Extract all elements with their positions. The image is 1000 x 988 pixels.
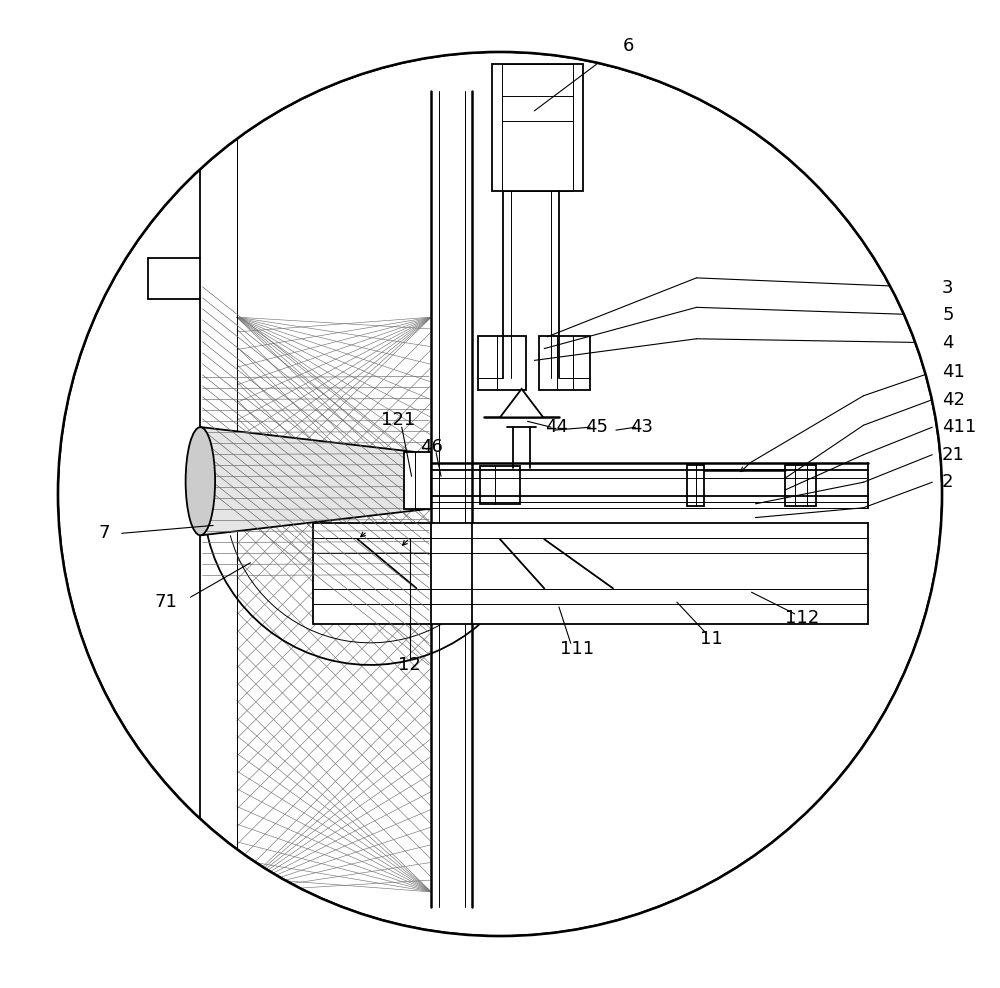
Polygon shape xyxy=(500,389,543,417)
Text: 5: 5 xyxy=(942,306,954,324)
Text: 111: 111 xyxy=(560,640,594,658)
Bar xyxy=(687,464,704,506)
Text: 7: 7 xyxy=(98,525,110,542)
Text: 42: 42 xyxy=(942,390,965,409)
Text: 121: 121 xyxy=(381,411,415,430)
Text: 4: 4 xyxy=(942,334,954,352)
Text: 12: 12 xyxy=(398,656,421,674)
Text: 41: 41 xyxy=(942,364,965,381)
Text: 21: 21 xyxy=(942,446,965,463)
Text: 3: 3 xyxy=(942,279,954,296)
Bar xyxy=(539,336,590,390)
Bar xyxy=(480,466,520,504)
Bar xyxy=(492,63,583,192)
Text: 43: 43 xyxy=(630,418,653,436)
Text: 112: 112 xyxy=(785,609,820,626)
Bar xyxy=(313,524,868,623)
Polygon shape xyxy=(201,427,430,535)
Text: 11: 11 xyxy=(700,630,723,648)
Text: 71: 71 xyxy=(155,593,178,611)
Bar xyxy=(502,63,573,192)
Text: 6: 6 xyxy=(623,37,634,55)
Text: 46: 46 xyxy=(420,438,443,455)
Circle shape xyxy=(58,52,942,936)
Text: 411: 411 xyxy=(942,418,976,436)
Text: 44: 44 xyxy=(545,418,568,436)
Bar xyxy=(785,464,816,506)
Bar xyxy=(478,336,526,390)
Text: 45: 45 xyxy=(585,418,608,436)
Text: 2: 2 xyxy=(942,473,954,491)
Bar xyxy=(404,452,431,509)
Ellipse shape xyxy=(186,427,215,535)
